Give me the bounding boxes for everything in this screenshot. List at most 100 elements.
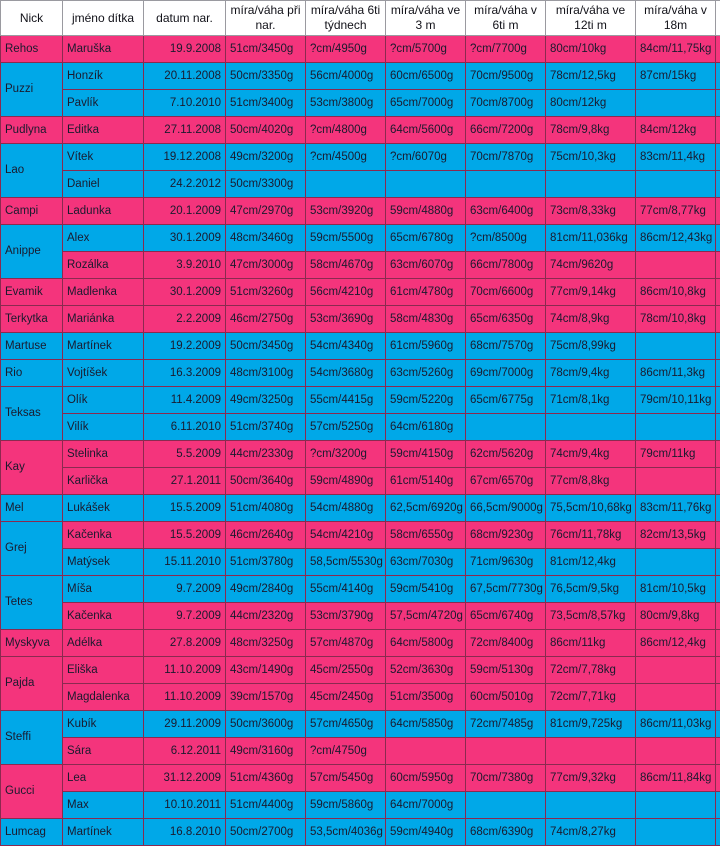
- cell-y3: [716, 387, 720, 414]
- nick-cell: Evamik: [1, 279, 63, 306]
- cell-m3: 60cm/5950g: [386, 765, 466, 792]
- column-header-y3: míra/váha ve 3 letech: [716, 1, 720, 36]
- cell-w6: ?cm/4950g: [306, 36, 386, 63]
- cell-child: Madlenka: [63, 279, 144, 306]
- cell-date: 2.2.2009: [144, 306, 226, 333]
- cell-birth: 50cm/3300g: [226, 171, 306, 198]
- cell-m12: 73cm/8,33kg: [546, 198, 636, 225]
- cell-w6: 57cm/4870g: [306, 630, 386, 657]
- cell-date: 24.2.2012: [144, 171, 226, 198]
- cell-y3: [716, 414, 720, 441]
- cell-w6: 57cm/5450g: [306, 765, 386, 792]
- cell-w6: 59cm/5860g: [306, 792, 386, 819]
- nick-cell: Martuse: [1, 333, 63, 360]
- cell-birth: 51cm/4080g: [226, 495, 306, 522]
- cell-y3: [716, 684, 720, 711]
- cell-m6: 66cm/7800g: [466, 252, 546, 279]
- cell-y3: [716, 306, 720, 333]
- cell-w6: 53cm/3920g: [306, 198, 386, 225]
- cell-m12: 81cm/11,036kg: [546, 225, 636, 252]
- cell-date: 19.12.2008: [144, 144, 226, 171]
- nick-cell: Steffi: [1, 711, 63, 765]
- cell-birth: 47cm/3000g: [226, 252, 306, 279]
- cell-date: 7.10.2010: [144, 90, 226, 117]
- cell-m6: 68cm/9230g: [466, 522, 546, 549]
- cell-m18: [636, 684, 716, 711]
- cell-m12: 75cm/8,99kg: [546, 333, 636, 360]
- cell-m18: [636, 252, 716, 279]
- cell-m3: 59cm/5410g: [386, 576, 466, 603]
- cell-m6: 66cm/7200g: [466, 117, 546, 144]
- nick-cell: Rehos: [1, 36, 63, 63]
- cell-child: Sára: [63, 738, 144, 765]
- cell-m3: 58cm/4830g: [386, 306, 466, 333]
- cell-birth: 48cm/3460g: [226, 225, 306, 252]
- cell-m18: 84cm/11,75kg: [636, 36, 716, 63]
- column-header-m12: míra/váha ve 12ti m: [546, 1, 636, 36]
- nick-cell: Terkytka: [1, 306, 63, 333]
- cell-w6: 55cm/4415g: [306, 387, 386, 414]
- cell-m3: 61cm/4780g: [386, 279, 466, 306]
- cell-date: 30.1.2009: [144, 225, 226, 252]
- cell-m6: 67cm/6570g: [466, 468, 546, 495]
- cell-date: 9.7.2009: [144, 576, 226, 603]
- cell-w6: 56cm/4210g: [306, 279, 386, 306]
- column-header-child: jméno dítka: [63, 1, 144, 36]
- cell-birth: 39cm/1570g: [226, 684, 306, 711]
- column-header-m6: míra/váha v 6ti m: [466, 1, 546, 36]
- cell-m3: 65cm/7000g: [386, 90, 466, 117]
- cell-child: Martínek: [63, 333, 144, 360]
- cell-child: Olík: [63, 387, 144, 414]
- cell-y3: 103cm/19kg: [716, 63, 720, 90]
- cell-m6: 70cm/7870g: [466, 144, 546, 171]
- cell-m6: [466, 792, 546, 819]
- cell-y3: [716, 171, 720, 198]
- cell-m18: 87cm/15kg: [636, 63, 716, 90]
- cell-w6: 45cm/2450g: [306, 684, 386, 711]
- cell-m6: 65cm/6740g: [466, 603, 546, 630]
- cell-m6: 71cm/9630g: [466, 549, 546, 576]
- cell-m12: 72cm/7,78kg: [546, 657, 636, 684]
- cell-m18: [636, 792, 716, 819]
- cell-date: 11.10.2009: [144, 684, 226, 711]
- cell-child: Kačenka: [63, 603, 144, 630]
- cell-y3: [716, 279, 720, 306]
- cell-m6: 65cm/6350g: [466, 306, 546, 333]
- cell-w6: 53,5cm/4036g: [306, 819, 386, 846]
- cell-y3: [716, 522, 720, 549]
- cell-child: Pavlík: [63, 90, 144, 117]
- cell-date: 11.4.2009: [144, 387, 226, 414]
- cell-birth: 46cm/2750g: [226, 306, 306, 333]
- cell-birth: 50cm/3640g: [226, 468, 306, 495]
- cell-date: 27.1.2011: [144, 468, 226, 495]
- nick-cell: Anippe: [1, 225, 63, 279]
- cell-m18: 86cm/11,03kg: [636, 711, 716, 738]
- cell-w6: ?cm/3200g: [306, 441, 386, 468]
- cell-m6: ?cm/7700g: [466, 36, 546, 63]
- cell-date: 9.7.2009: [144, 603, 226, 630]
- cell-m3: 52cm/3630g: [386, 657, 466, 684]
- cell-m18: 86cm/11,84kg: [636, 765, 716, 792]
- cell-m3: 61cm/5960g: [386, 333, 466, 360]
- cell-child: Rozálka: [63, 252, 144, 279]
- cell-m12: 77cm/8,8kg: [546, 468, 636, 495]
- cell-m3: 64cm/6180g: [386, 414, 466, 441]
- nick-cell: Myskyva: [1, 630, 63, 657]
- cell-m6: 59cm/5130g: [466, 657, 546, 684]
- cell-m3: 61cm/5140g: [386, 468, 466, 495]
- cell-m12: 74cm/8,9kg: [546, 306, 636, 333]
- cell-child: Honzík: [63, 63, 144, 90]
- cell-m6: ?cm/8500g: [466, 225, 546, 252]
- nick-cell: Lao: [1, 144, 63, 198]
- cell-birth: 50cm/2700g: [226, 819, 306, 846]
- cell-m12: 71cm/8,1kg: [546, 387, 636, 414]
- nick-cell: Teksas: [1, 387, 63, 441]
- cell-w6: 55cm/4140g: [306, 576, 386, 603]
